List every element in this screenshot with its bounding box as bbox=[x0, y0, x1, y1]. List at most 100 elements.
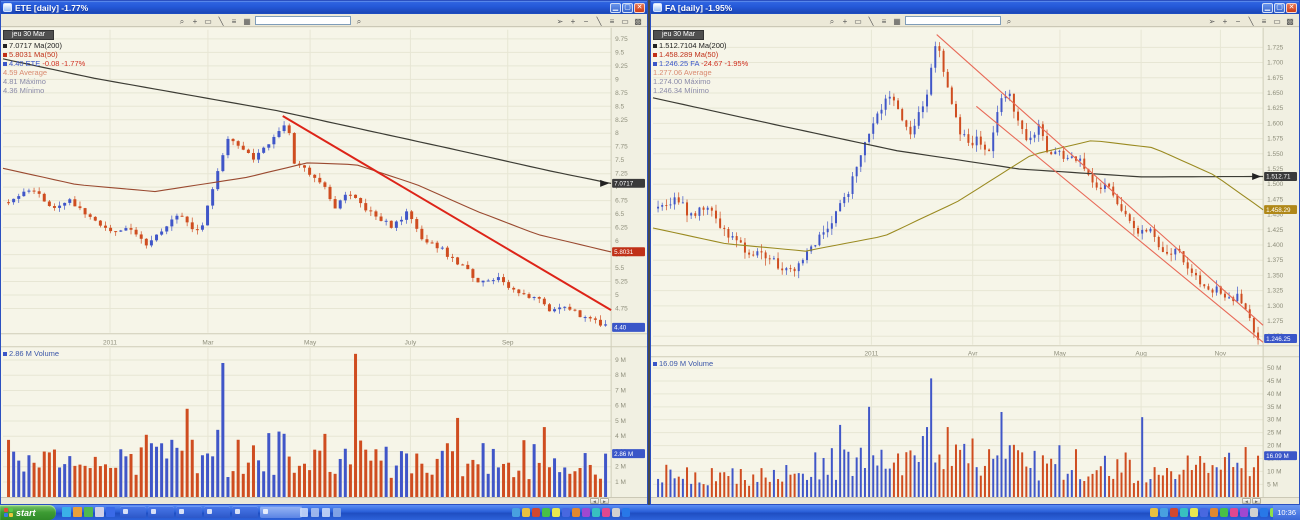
svg-text:5.5: 5.5 bbox=[615, 265, 624, 272]
tray-icon[interactable] bbox=[1260, 508, 1268, 517]
add2-icon[interactable]: + bbox=[1222, 16, 1228, 26]
tray-icon[interactable] bbox=[1220, 508, 1228, 517]
tray-icon[interactable] bbox=[1200, 508, 1208, 517]
rect-tool-icon[interactable]: ▭ bbox=[204, 16, 212, 26]
tray-icon[interactable] bbox=[532, 508, 540, 517]
tray-icon[interactable] bbox=[1170, 508, 1178, 517]
save-icon[interactable]: ▩ bbox=[1286, 16, 1294, 26]
quicklaunch-icon[interactable] bbox=[106, 507, 115, 517]
tray-icon[interactable] bbox=[1210, 508, 1218, 517]
tray-icon[interactable] bbox=[592, 508, 600, 517]
task-button[interactable] bbox=[148, 506, 174, 518]
cursor-icon[interactable]: ➢ bbox=[556, 16, 564, 26]
maximize-button[interactable]: ▢ bbox=[1274, 2, 1285, 13]
minus-icon[interactable]: − bbox=[1235, 16, 1241, 26]
month-label: Mar bbox=[202, 340, 214, 347]
tray-icon[interactable] bbox=[1190, 508, 1198, 517]
task-button[interactable] bbox=[176, 506, 202, 518]
svg-text:1.600: 1.600 bbox=[1267, 120, 1284, 127]
tray-icon[interactable] bbox=[1240, 508, 1248, 517]
tray-icon[interactable] bbox=[542, 508, 550, 517]
price-volume-chart[interactable]: 1.725 1.700 1.675 1.650 1.625 1.600 1.575 1.550… bbox=[651, 27, 1299, 499]
chart-canvas[interactable]: 9.759.59.2598.758.58.2587.757.57.2576.75… bbox=[1, 27, 647, 504]
taskbar-icon[interactable] bbox=[333, 508, 341, 517]
close-icon[interactable]: ✕ bbox=[1286, 2, 1297, 13]
taskbar-icon[interactable] bbox=[300, 508, 308, 517]
tray-icon[interactable] bbox=[622, 508, 630, 517]
tray-icon[interactable] bbox=[1160, 508, 1168, 517]
frame-icon[interactable]: ▭ bbox=[621, 16, 629, 26]
line2-tool-icon[interactable]: ╲ bbox=[596, 16, 602, 26]
quicklaunch-icon[interactable] bbox=[73, 507, 82, 517]
quicklaunch-icon[interactable] bbox=[62, 507, 71, 517]
tray-icon[interactable] bbox=[602, 508, 610, 517]
scroll-left-icon[interactable]: ◄ bbox=[590, 498, 599, 504]
save-icon[interactable]: ▩ bbox=[634, 16, 642, 26]
tray-icon[interactable] bbox=[552, 508, 560, 517]
list-icon[interactable]: ≡ bbox=[881, 16, 887, 26]
chart-canvas[interactable]: 1.725 1.700 1.675 1.650 1.625 1.600 1.575 1.550… bbox=[651, 27, 1299, 504]
search-icon[interactable]: ⌕ bbox=[356, 16, 362, 26]
quicklaunch-icon[interactable] bbox=[95, 507, 104, 517]
menu-icon[interactable]: ≡ bbox=[1261, 16, 1267, 26]
add-icon[interactable]: + bbox=[842, 16, 848, 26]
tray-icon[interactable] bbox=[1180, 508, 1188, 517]
minus-icon[interactable]: − bbox=[583, 16, 589, 26]
zoom-icon[interactable]: ⌕ bbox=[829, 16, 835, 26]
month-label: Aug bbox=[1135, 351, 1147, 358]
search-icon[interactable]: ⌕ bbox=[1006, 16, 1012, 26]
tray-icon[interactable] bbox=[1230, 508, 1238, 517]
svg-text:8.25: 8.25 bbox=[615, 117, 628, 124]
tray-icon[interactable] bbox=[1250, 508, 1258, 517]
tray-icon[interactable] bbox=[582, 508, 590, 517]
tray-icon[interactable] bbox=[562, 508, 570, 517]
price-volume-chart[interactable]: 9.759.59.2598.758.58.2587.757.57.2576.75… bbox=[1, 27, 647, 499]
rect-tool-icon[interactable]: ▭ bbox=[854, 16, 862, 26]
tray-icon[interactable] bbox=[1150, 508, 1158, 517]
flag-square bbox=[4, 508, 8, 512]
cursor-icon[interactable]: ➢ bbox=[1208, 16, 1216, 26]
window-titlebar[interactable]: FA [daily] -1.95% ▁ ▢ ✕ bbox=[651, 1, 1299, 14]
frame-icon[interactable]: ▭ bbox=[1273, 16, 1281, 26]
close-icon[interactable]: ✕ bbox=[634, 2, 645, 13]
task-button[interactable] bbox=[120, 506, 146, 518]
symbol-input[interactable] bbox=[255, 15, 351, 25]
tray-icon[interactable] bbox=[572, 508, 580, 517]
tray-icon[interactable] bbox=[522, 508, 530, 517]
minimize-button[interactable]: ▁ bbox=[610, 2, 621, 13]
maximize-button[interactable]: ▢ bbox=[622, 2, 633, 13]
taskbar-icon[interactable] bbox=[311, 508, 319, 517]
quicklaunch-icon[interactable] bbox=[84, 507, 93, 517]
svg-text:1.725: 1.725 bbox=[1267, 44, 1284, 51]
tray-icon[interactable] bbox=[612, 508, 620, 517]
add2-icon[interactable]: + bbox=[570, 16, 576, 26]
svg-text:1.450: 1.450 bbox=[1267, 212, 1284, 219]
start-button[interactable]: start bbox=[0, 505, 56, 520]
ma-arrow-icon bbox=[600, 179, 610, 187]
menu-icon[interactable]: ≡ bbox=[609, 16, 615, 26]
taskbar-icon[interactable] bbox=[322, 508, 330, 517]
list-icon[interactable]: ≡ bbox=[231, 16, 237, 26]
grid-icon[interactable]: ▦ bbox=[893, 16, 901, 26]
task-button[interactable] bbox=[232, 506, 258, 518]
chart-scrollbar[interactable]: ◄ ► bbox=[1, 497, 647, 504]
scroll-left-icon[interactable]: ◄ bbox=[1242, 498, 1251, 504]
task-button[interactable] bbox=[204, 506, 230, 518]
symbol-input[interactable] bbox=[905, 15, 1001, 25]
task-button[interactable] bbox=[260, 506, 302, 518]
tray-icon[interactable] bbox=[512, 508, 520, 517]
add-icon[interactable]: + bbox=[192, 16, 198, 26]
minimize-button[interactable]: ▁ bbox=[1262, 2, 1273, 13]
svg-text:7.25: 7.25 bbox=[615, 171, 628, 178]
grid-icon[interactable]: ▦ bbox=[243, 16, 251, 26]
line-tool-icon[interactable]: ╲ bbox=[868, 16, 874, 26]
line-tool-icon[interactable]: ╲ bbox=[218, 16, 224, 26]
chart-scrollbar[interactable]: ◄ ► bbox=[651, 497, 1299, 504]
scroll-right-icon[interactable]: ► bbox=[600, 498, 609, 504]
svg-text:9.75: 9.75 bbox=[615, 36, 628, 43]
window-titlebar[interactable]: ETE [daily] -1.77% ▁ ▢ ✕ bbox=[1, 1, 647, 14]
zoom-icon[interactable]: ⌕ bbox=[179, 16, 185, 26]
line2-tool-icon[interactable]: ╲ bbox=[1248, 16, 1254, 26]
scroll-right-icon[interactable]: ► bbox=[1252, 498, 1261, 504]
svg-text:4 M: 4 M bbox=[615, 433, 626, 440]
